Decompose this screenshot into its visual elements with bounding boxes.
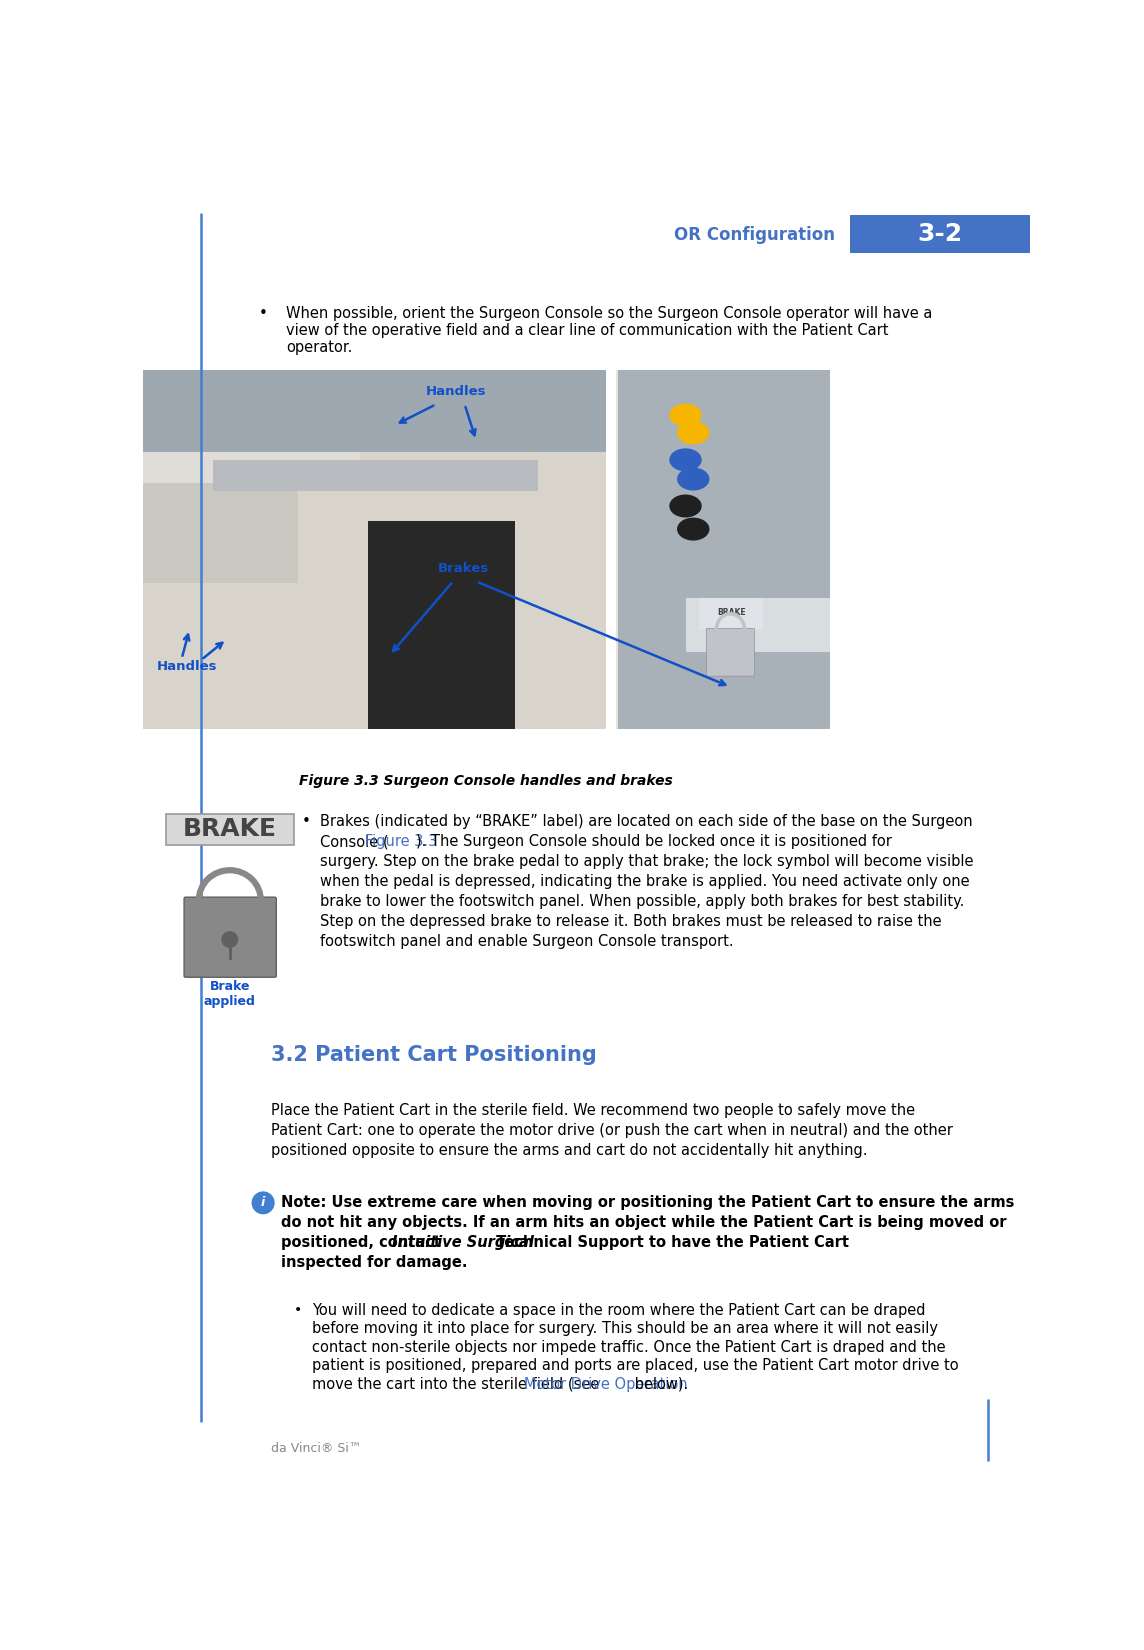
FancyBboxPatch shape — [367, 521, 515, 729]
Ellipse shape — [670, 449, 701, 470]
Text: Patient Cart: one to operate the motor drive (or push the cart when in neutral) : Patient Cart: one to operate the motor d… — [271, 1122, 953, 1138]
FancyBboxPatch shape — [707, 629, 755, 676]
Text: surgery. Step on the brake pedal to apply that brake; the lock symbol will becom: surgery. Step on the brake pedal to appl… — [319, 855, 974, 870]
Circle shape — [222, 932, 238, 947]
FancyBboxPatch shape — [213, 460, 538, 490]
Text: Brakes (indicated by “BRAKE” label) are located on each side of the base on the : Brakes (indicated by “BRAKE” label) are … — [319, 813, 972, 828]
Text: positioned, contact: positioned, contact — [281, 1236, 446, 1251]
Text: BRAKE: BRAKE — [183, 817, 277, 842]
Text: 3.2 Patient Cart Positioning: 3.2 Patient Cart Positioning — [271, 1044, 597, 1064]
Circle shape — [253, 1191, 273, 1214]
FancyBboxPatch shape — [143, 371, 607, 452]
Ellipse shape — [670, 495, 701, 516]
Text: Brake
applied: Brake applied — [204, 980, 256, 1008]
Text: •: • — [301, 813, 310, 828]
FancyBboxPatch shape — [184, 898, 277, 977]
Text: 3-2: 3-2 — [917, 223, 962, 246]
Text: contact non-sterile objects nor impede traffic. Once the Patient Cart is draped : contact non-sterile objects nor impede t… — [312, 1340, 946, 1355]
Text: •: • — [259, 305, 268, 320]
Text: Note: Use extreme care when moving or positioning the Patient Cart to ensure the: Note: Use extreme care when moving or po… — [281, 1195, 1015, 1209]
FancyBboxPatch shape — [699, 599, 763, 629]
Text: inspected for damage.: inspected for damage. — [281, 1256, 468, 1270]
Text: view of the operative field and a clear line of communication with the Patient C: view of the operative field and a clear … — [286, 323, 889, 338]
Text: da Vinci® Si™: da Vinci® Si™ — [271, 1442, 362, 1455]
Text: before moving it into place for surgery. This should be an area where it will no: before moving it into place for surgery.… — [312, 1322, 938, 1336]
Text: Motor Drive Operation: Motor Drive Operation — [524, 1376, 688, 1393]
FancyBboxPatch shape — [606, 371, 615, 729]
Text: Brakes: Brakes — [437, 563, 488, 576]
Text: operator.: operator. — [286, 340, 352, 355]
Text: move the cart into the sterile field (see: move the cart into the sterile field (se… — [312, 1376, 604, 1393]
Text: •: • — [294, 1304, 302, 1317]
Text: brake to lower the footswitch panel. When possible, apply both brakes for best s: brake to lower the footswitch panel. Whe… — [319, 894, 964, 909]
Text: OR Configuration: OR Configuration — [674, 226, 835, 244]
FancyBboxPatch shape — [850, 214, 1030, 254]
FancyBboxPatch shape — [143, 371, 829, 729]
FancyBboxPatch shape — [618, 371, 829, 729]
Text: Place the Patient Cart in the sterile field. We recommend two people to safely m: Place the Patient Cart in the sterile fi… — [271, 1102, 915, 1117]
Text: i: i — [261, 1196, 265, 1209]
Text: when the pedal is depressed, indicating the brake is applied. You need activate : when the pedal is depressed, indicating … — [319, 874, 969, 889]
FancyBboxPatch shape — [143, 371, 615, 729]
Ellipse shape — [670, 404, 701, 426]
Text: Console (: Console ( — [319, 833, 388, 850]
Text: Intuitive Surgical: Intuitive Surgical — [391, 1236, 533, 1251]
Text: positioned opposite to ensure the arms and cart do not accidentally hit anything: positioned opposite to ensure the arms a… — [271, 1143, 867, 1158]
FancyBboxPatch shape — [143, 483, 297, 582]
Text: When possible, orient the Surgeon Console so the Surgeon Console operator will h: When possible, orient the Surgeon Consol… — [286, 305, 932, 320]
Text: do not hit any objects. If an arm hits an object while the Patient Cart is being: do not hit any objects. If an arm hits a… — [281, 1214, 1007, 1231]
Text: below).: below). — [630, 1376, 688, 1393]
FancyBboxPatch shape — [166, 813, 294, 845]
Text: BRAKE: BRAKE — [717, 607, 746, 617]
Text: ). The Surgeon Console should be locked once it is positioned for: ). The Surgeon Console should be locked … — [415, 833, 891, 850]
Text: Handles: Handles — [426, 384, 486, 398]
Text: patient is positioned, prepared and ports are placed, use the Patient Cart motor: patient is positioned, prepared and port… — [312, 1358, 959, 1373]
FancyBboxPatch shape — [685, 599, 829, 652]
Text: footswitch panel and enable Surgeon Console transport.: footswitch panel and enable Surgeon Cons… — [319, 934, 733, 949]
FancyBboxPatch shape — [143, 452, 360, 490]
Ellipse shape — [677, 469, 709, 490]
Ellipse shape — [677, 422, 709, 444]
Text: Handles: Handles — [157, 660, 217, 673]
Text: Step on the depressed brake to release it. Both brakes must be released to raise: Step on the depressed brake to release i… — [319, 914, 942, 929]
Text: Figure 3.3 Surgeon Console handles and brakes: Figure 3.3 Surgeon Console handles and b… — [300, 774, 673, 789]
Text: Figure 3.3: Figure 3.3 — [365, 833, 437, 850]
Text: Technical Support to have the Patient Cart: Technical Support to have the Patient Ca… — [491, 1236, 849, 1251]
Ellipse shape — [677, 518, 709, 540]
Text: You will need to dedicate a space in the room where the Patient Cart can be drap: You will need to dedicate a space in the… — [312, 1304, 925, 1318]
